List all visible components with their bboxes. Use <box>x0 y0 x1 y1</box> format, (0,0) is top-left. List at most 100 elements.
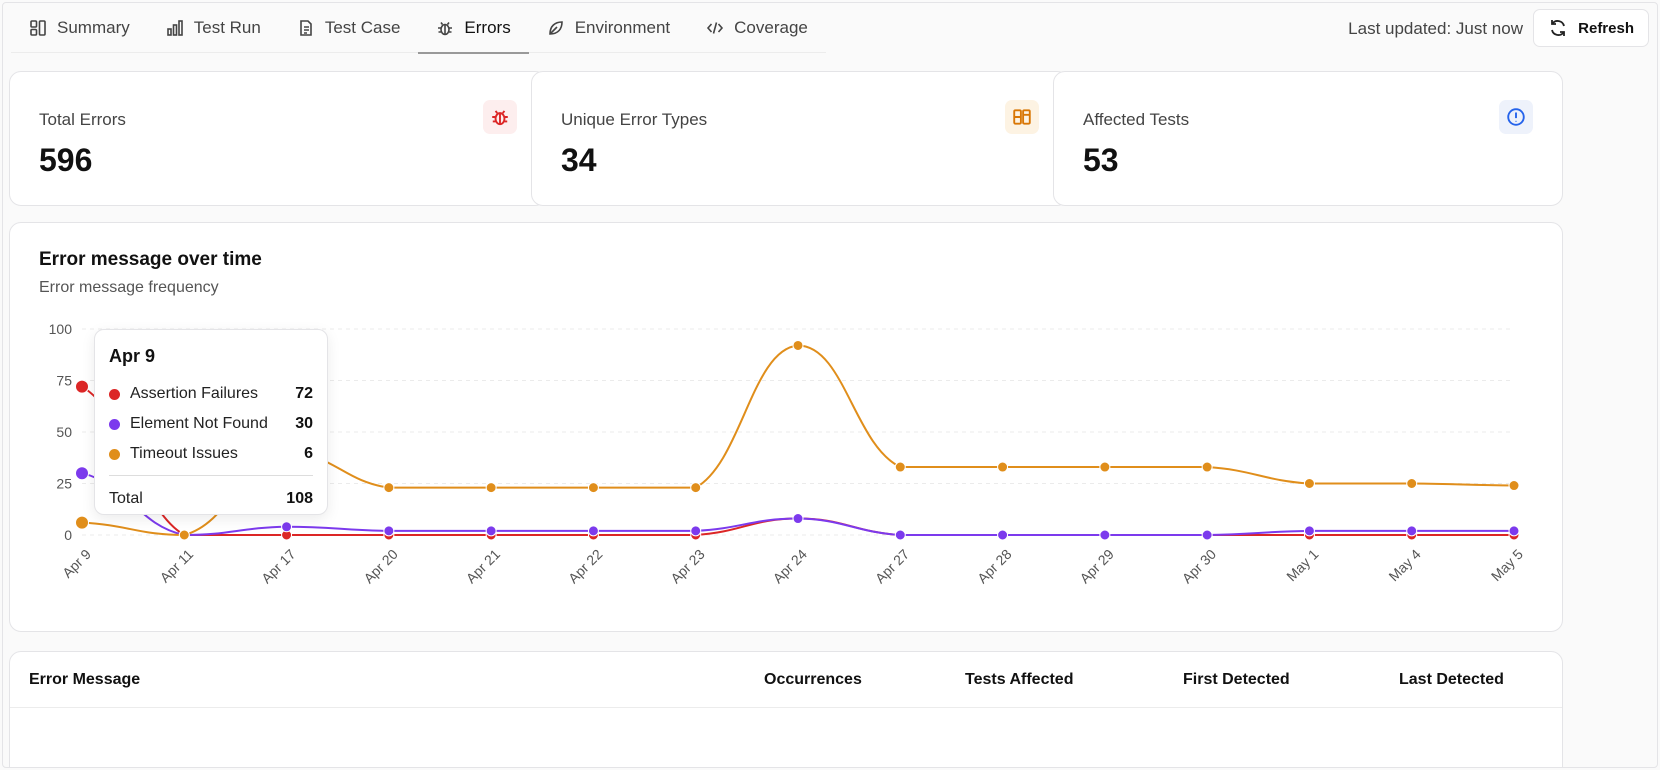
data-point <box>894 461 906 473</box>
line-chart: 0 25 50 75 100 Apr 9 Apr 11 Apr 17 Apr 20 Apr 21 A… <box>49 321 1527 587</box>
y-tick-label: 0 <box>64 527 72 543</box>
x-tick-label: Apr 9 <box>59 546 94 581</box>
x-tick-label: Apr 22 <box>565 546 606 587</box>
tooltip-total-label: Total <box>109 490 143 507</box>
x-tick-label: Apr 17 <box>258 546 299 587</box>
table-header-row: Error Message Occurrences Tests Affected… <box>10 652 1562 708</box>
x-tick-label: May 1 <box>1283 546 1321 584</box>
column-header-occurrences[interactable]: Occurrences <box>764 671 862 688</box>
y-tick-label: 25 <box>56 476 72 492</box>
x-tick-label: Apr 11 <box>157 546 197 586</box>
data-point <box>485 525 497 537</box>
tab-label: Summary <box>57 18 130 37</box>
tooltip-series-name: Element Not Found <box>130 415 268 432</box>
tab-errors[interactable]: Errors <box>418 3 529 54</box>
y-tick-label: 100 <box>49 321 73 337</box>
leaf-icon <box>548 21 563 35</box>
stat-value: 596 <box>39 142 93 178</box>
legend-dot <box>109 388 120 400</box>
tab-environment[interactable]: Environment <box>529 3 688 53</box>
data-point <box>792 339 804 351</box>
stat-card-total-errors: Total Errors 596 <box>9 71 547 206</box>
data-point <box>997 529 1009 541</box>
data-point <box>587 482 599 494</box>
tooltip-total-value: 108 <box>286 490 313 507</box>
x-tick-label: Apr 30 <box>1179 546 1220 587</box>
data-point <box>1099 461 1111 473</box>
stat-label: Unique Error Types <box>561 110 708 129</box>
data-point <box>75 466 89 481</box>
tab-test-run[interactable]: Test Run <box>148 3 279 53</box>
tooltip-series-value: 30 <box>295 415 313 432</box>
column-header-last-detected[interactable]: Last Detected <box>1399 671 1504 688</box>
tab-label: Errors <box>464 18 511 37</box>
tooltip-series-value: 6 <box>304 445 313 462</box>
stat-value: 53 <box>1083 142 1119 178</box>
tab-bar: Summary Test Run Test Case Errors Enviro… <box>11 3 826 54</box>
tooltip-series-value: 72 <box>295 385 313 402</box>
data-point <box>792 513 804 525</box>
tooltip-series-name: Timeout Issues <box>130 445 238 462</box>
data-point <box>1099 529 1111 541</box>
chart-card: Error message over time Error message fr… <box>9 222 1563 632</box>
data-point <box>178 529 190 541</box>
tab-summary[interactable]: Summary <box>11 3 148 53</box>
stat-card-unique-error-types: Unique Error Types 34 <box>531 71 1069 206</box>
legend-dot <box>109 418 120 430</box>
data-point <box>383 525 395 537</box>
tab-label: Test Run <box>193 18 261 37</box>
legend-dot <box>109 448 120 460</box>
tooltip-row: Timeout Issues 6 <box>109 439 313 469</box>
refresh-label: Refresh <box>1578 19 1634 37</box>
stat-label: Total Errors <box>39 110 126 129</box>
data-point <box>894 529 906 541</box>
x-tick-label: Apr 27 <box>872 546 913 587</box>
data-point <box>1303 478 1315 489</box>
y-tick-label: 50 <box>56 424 72 440</box>
tab-label: Environment <box>574 18 671 37</box>
data-point <box>690 525 702 537</box>
tooltip-title: Apr 9 <box>109 346 156 366</box>
tooltip-row: Assertion Failures 72 <box>109 379 313 409</box>
column-header-error-message[interactable]: Error Message <box>29 671 141 688</box>
tooltip-total-row: Total 108 <box>109 484 313 514</box>
document-icon <box>300 20 312 36</box>
data-point <box>1201 461 1213 473</box>
data-point <box>1508 480 1520 492</box>
data-point <box>281 521 293 533</box>
x-tick-label: Apr 20 <box>360 546 401 587</box>
data-point <box>1406 478 1418 489</box>
x-tick-label: Apr 21 <box>463 546 504 587</box>
last-updated-text: Last updated: Just now <box>1348 19 1523 38</box>
data-point <box>1201 529 1213 541</box>
data-point <box>485 482 497 494</box>
data-point <box>75 379 89 394</box>
bar-chart-icon <box>166 20 183 36</box>
tab-coverage[interactable]: Coverage <box>688 3 826 53</box>
data-point <box>997 461 1009 473</box>
y-tick-label: 75 <box>56 373 72 389</box>
refresh-button[interactable]: Refresh <box>1533 9 1649 47</box>
tab-test-case[interactable]: Test Case <box>279 3 419 53</box>
x-tick-label: May 4 <box>1385 546 1423 584</box>
column-header-first-detected[interactable]: First Detected <box>1183 671 1290 688</box>
column-header-tests-affected[interactable]: Tests Affected <box>965 671 1074 688</box>
data-point <box>1406 525 1418 537</box>
columns-icon <box>1013 109 1031 125</box>
data-point <box>383 482 395 494</box>
data-point <box>587 525 599 537</box>
data-point <box>690 482 702 494</box>
tab-label: Coverage <box>734 18 808 37</box>
data-point <box>75 515 89 530</box>
tooltip-row: Element Not Found 30 <box>109 409 313 439</box>
stat-icon-box <box>1005 100 1039 134</box>
chart-title: Error message over time <box>39 249 262 270</box>
data-point <box>1508 525 1520 537</box>
x-tick-label: Apr 24 <box>770 546 811 587</box>
tooltip-divider <box>109 475 313 476</box>
bug-icon <box>438 22 453 36</box>
x-tick-label: Apr 23 <box>667 546 708 587</box>
stat-card-affected-tests: Affected Tests 53 <box>1053 71 1563 206</box>
x-tick-label: May 5 <box>1488 546 1526 584</box>
